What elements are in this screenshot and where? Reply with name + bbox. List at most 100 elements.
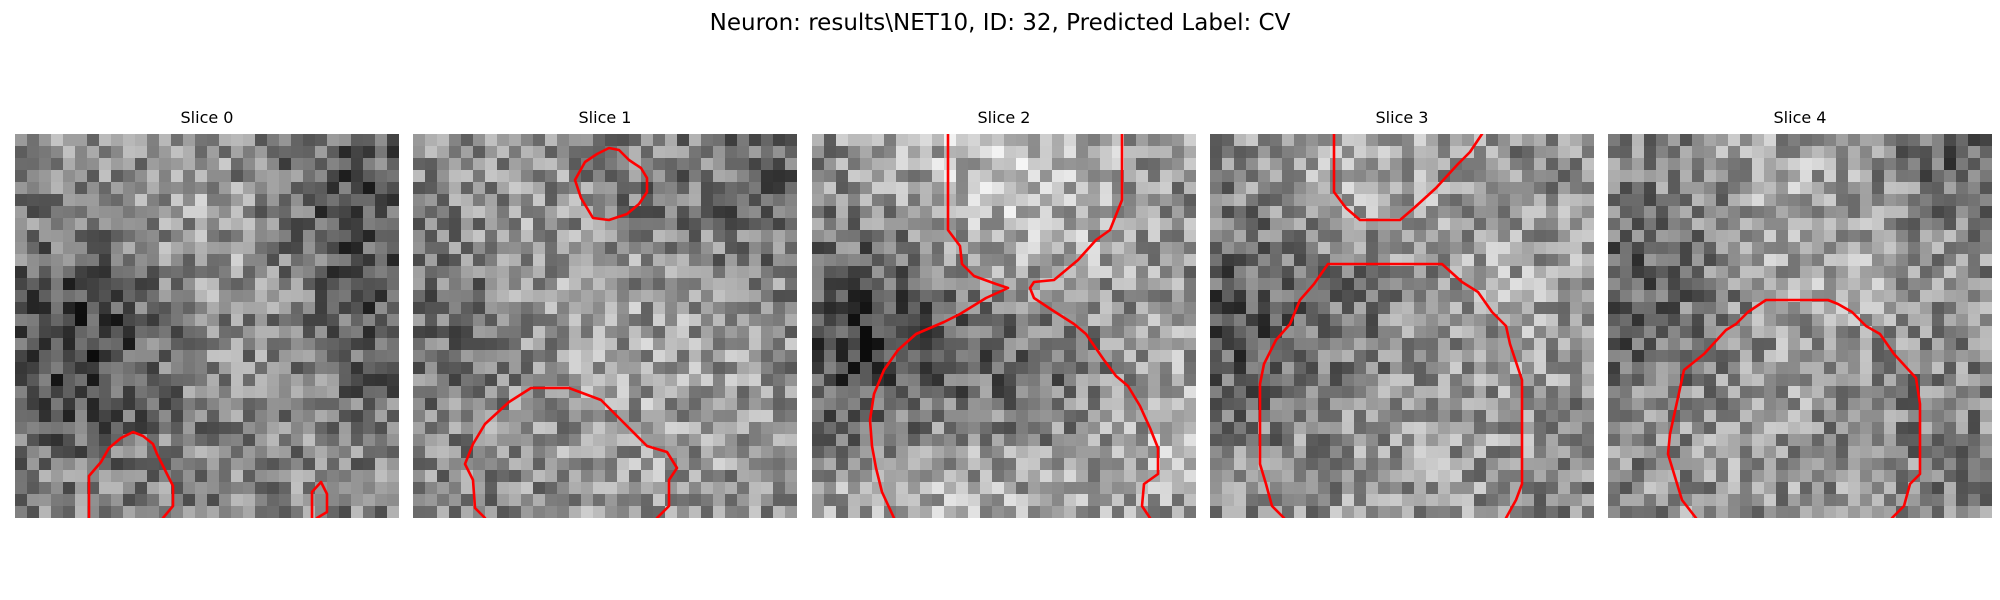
pixel <box>413 362 426 375</box>
pixel <box>521 410 534 423</box>
pixel <box>363 242 376 255</box>
pixel <box>992 230 1005 243</box>
pixel <box>1028 314 1041 327</box>
pixel <box>1776 182 1789 195</box>
pixel <box>1522 362 1535 375</box>
pixel <box>1282 218 1295 231</box>
pixel <box>1474 374 1487 387</box>
slice-panel-0: Slice 0 <box>15 108 399 522</box>
pixel <box>1896 302 1909 315</box>
pixel <box>1136 326 1149 339</box>
pixel <box>653 158 666 171</box>
pixel <box>1076 230 1089 243</box>
pixel <box>15 398 28 411</box>
pixel <box>713 278 726 291</box>
pixel <box>135 458 148 471</box>
pixel <box>509 422 522 435</box>
pixel <box>653 422 666 435</box>
pixel <box>1620 230 1633 243</box>
pixel <box>773 278 786 291</box>
pixel <box>1378 290 1391 303</box>
segmentation-contour <box>87 430 175 518</box>
pixel <box>665 302 678 315</box>
pixel <box>1570 242 1583 255</box>
pixel <box>785 494 797 507</box>
pixel <box>545 290 558 303</box>
pixel <box>665 254 678 267</box>
pixel <box>135 218 148 231</box>
pixel <box>1558 338 1571 351</box>
pixel <box>99 362 112 375</box>
pixel <box>1148 362 1161 375</box>
pixel <box>1438 470 1451 483</box>
pixel <box>509 170 522 183</box>
pixel <box>135 194 148 207</box>
pixel <box>1378 158 1391 171</box>
pixel <box>1088 470 1101 483</box>
pixel <box>1004 410 1017 423</box>
pixel <box>737 146 750 159</box>
pixel <box>279 398 292 411</box>
pixel <box>836 254 849 267</box>
pixel <box>1064 302 1077 315</box>
pixel <box>920 470 933 483</box>
pixel <box>920 458 933 471</box>
pixel <box>1632 206 1645 219</box>
pixel <box>135 242 148 255</box>
pixel <box>231 374 244 387</box>
pixel <box>1052 494 1065 507</box>
pixel <box>545 134 558 147</box>
pixel <box>279 230 292 243</box>
pixel <box>824 230 837 243</box>
pixel <box>1498 266 1511 279</box>
pixel <box>1450 386 1463 399</box>
pixel <box>1184 218 1196 231</box>
pixel <box>1920 410 1933 423</box>
pixel <box>1088 170 1101 183</box>
pixel <box>1764 254 1777 267</box>
pixel <box>701 386 714 399</box>
pixel <box>1052 374 1065 387</box>
pixel <box>461 278 474 291</box>
pixel <box>956 194 969 207</box>
pixel <box>593 254 606 267</box>
pixel <box>1656 362 1669 375</box>
pixel <box>1872 314 1885 327</box>
pixel <box>1776 398 1789 411</box>
pixel <box>701 350 714 363</box>
pixel <box>351 290 364 303</box>
pixel <box>665 206 678 219</box>
pixel <box>1692 182 1705 195</box>
pixel <box>509 146 522 159</box>
pixel <box>1088 314 1101 327</box>
pixel <box>860 266 873 279</box>
pixel <box>1728 446 1741 459</box>
pixel <box>387 458 399 471</box>
pixel <box>1294 230 1307 243</box>
pixel <box>1848 146 1861 159</box>
pixel <box>1498 494 1511 507</box>
pixel <box>725 158 738 171</box>
pixel <box>15 458 28 471</box>
pixel <box>629 254 642 267</box>
pixel <box>1222 242 1235 255</box>
pixel <box>351 494 364 507</box>
pixel <box>653 242 666 255</box>
pixel <box>1354 182 1367 195</box>
pixel <box>569 506 582 518</box>
pixel <box>497 470 510 483</box>
pixel <box>992 350 1005 363</box>
pixel <box>1088 158 1101 171</box>
pixel <box>641 134 654 147</box>
pixel <box>773 194 786 207</box>
pixel <box>1944 326 1957 339</box>
pixel <box>363 422 376 435</box>
pixel <box>617 374 630 387</box>
pixel <box>51 506 64 518</box>
pixel <box>255 182 268 195</box>
pixel <box>1426 398 1439 411</box>
pixel <box>593 278 606 291</box>
pixel <box>485 158 498 171</box>
pixel <box>1004 458 1017 471</box>
pixel <box>1136 434 1149 447</box>
